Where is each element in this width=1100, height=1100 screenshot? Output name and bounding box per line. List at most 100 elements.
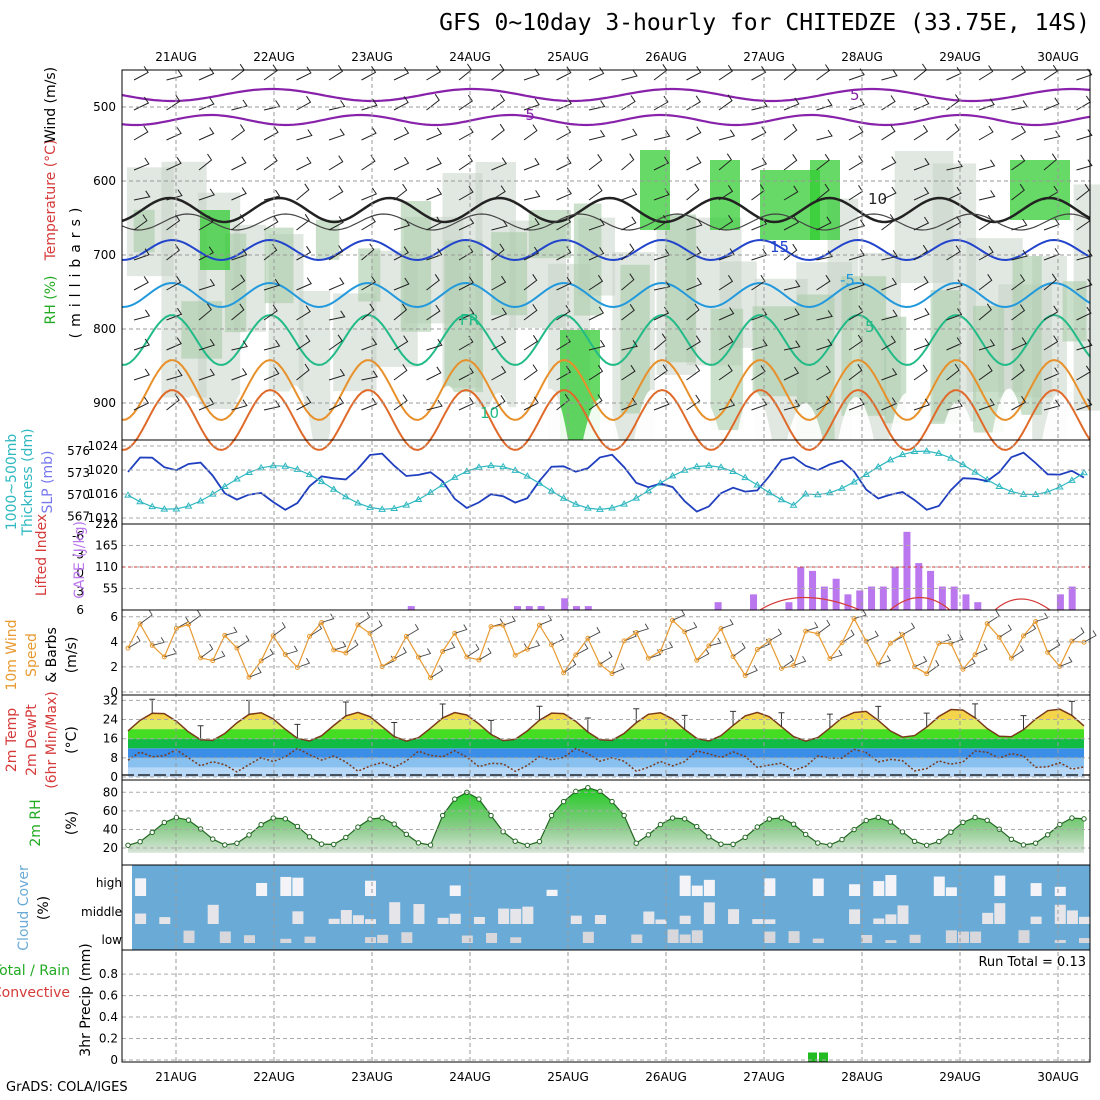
wind-barb — [361, 275, 377, 291]
thickness-tick-label: 573 — [67, 466, 90, 480]
wind-barb — [816, 395, 832, 411]
wind-barb — [881, 186, 897, 201]
wind-barb — [1011, 183, 1025, 201]
rh-point — [609, 798, 615, 805]
cape-tick-label: 165 — [95, 539, 118, 553]
wind-barb — [263, 189, 281, 201]
wind-barb — [621, 95, 636, 111]
wind-barb — [881, 368, 898, 381]
wind-barb — [913, 97, 930, 111]
wind-barb — [176, 616, 190, 629]
date-label-bottom: 21AUG — [155, 1070, 197, 1084]
thickness-point — [124, 491, 132, 498]
temp-line — [127, 708, 1085, 742]
wind-barb — [556, 393, 570, 411]
wind-barb — [914, 655, 928, 668]
wind-barb — [231, 214, 245, 231]
wind-barb — [212, 650, 226, 662]
wind-barb — [426, 248, 443, 261]
rh-point — [1032, 840, 1039, 846]
wind-barb — [491, 157, 507, 171]
wind-barb — [361, 154, 376, 171]
dry-column — [838, 396, 874, 440]
temp-minmax — [681, 714, 688, 730]
cape-tick-label: 220 — [95, 517, 118, 531]
wind-barb — [426, 216, 442, 231]
wind-barb — [458, 397, 475, 411]
wind-barb — [198, 188, 215, 201]
wind-barb — [393, 66, 410, 81]
temp-contour-10 — [121, 281, 1091, 309]
wind-barb — [133, 157, 150, 171]
rh-tick-label: 20 — [103, 841, 118, 855]
wind-barb — [946, 123, 960, 141]
dry-column — [532, 388, 568, 440]
wind-barb — [950, 634, 964, 644]
rh-point — [137, 838, 143, 845]
cloud-bar — [812, 938, 824, 943]
wind-barb — [848, 397, 865, 411]
thickness-point — [704, 461, 713, 469]
wind-barb — [523, 364, 538, 381]
rh-point — [149, 829, 155, 836]
wind-barb — [636, 623, 649, 633]
date-label-top: 24AUG — [449, 50, 491, 64]
thickness-point — [487, 461, 495, 469]
wind-barb — [1011, 249, 1028, 261]
wind-barb — [881, 397, 897, 411]
temp-minmax — [149, 698, 156, 714]
cloud-bar — [486, 932, 498, 943]
rh-point — [476, 796, 482, 802]
date-label-bottom: 29AUG — [939, 1070, 981, 1084]
wind-barb — [263, 304, 278, 321]
cape-bar — [525, 606, 533, 610]
wind-barb — [1011, 645, 1024, 659]
wind-barb — [848, 155, 864, 171]
wind-barb — [1043, 273, 1057, 291]
wind-barb — [621, 216, 637, 231]
cloud-bar — [365, 937, 377, 943]
temp-band — [128, 738, 1084, 749]
wind-barb — [902, 622, 916, 636]
wind-barb — [816, 338, 833, 351]
wind-barb — [816, 216, 832, 231]
wind-barb — [621, 243, 635, 261]
cape-bar — [1056, 594, 1064, 610]
wind-panel-label: Speed — [24, 633, 40, 677]
panel-frame — [121, 439, 1091, 525]
wind-barb — [783, 308, 800, 321]
wind-barb — [718, 275, 734, 291]
wind-barb — [621, 340, 638, 351]
rh-point — [802, 831, 809, 838]
wind-barb — [718, 215, 734, 231]
wind-barb — [231, 124, 246, 141]
wind-barb — [1076, 159, 1093, 171]
cloud-bar — [957, 931, 969, 943]
rh-point — [1081, 816, 1087, 822]
wind-barb — [491, 275, 507, 291]
wind-barb — [442, 642, 456, 652]
rh-point — [185, 817, 192, 823]
cloud-bar — [873, 918, 885, 924]
wind-barb — [946, 186, 962, 201]
slp-tick-label: 1012 — [87, 511, 118, 525]
cloud-bar — [582, 931, 594, 943]
run-total-label: Run Total = 0.13 — [978, 955, 1086, 970]
wind-barb — [296, 334, 311, 351]
li-tick-label: 0 — [76, 566, 84, 580]
temp-minmax — [488, 719, 495, 735]
wind-tick-label: 4 — [110, 635, 118, 649]
wind-barb — [491, 243, 505, 261]
wind-barb — [523, 157, 540, 171]
wind-barb — [426, 338, 443, 351]
wind-barb — [198, 397, 215, 411]
wind-barb — [769, 628, 782, 642]
temp-panel-label: (6hr Min/Max) — [44, 691, 60, 788]
cloud-bar — [546, 889, 558, 896]
cloud-bar — [679, 915, 691, 924]
rh-point — [161, 819, 168, 826]
wind-barb — [523, 335, 539, 351]
wind-barb — [841, 629, 855, 644]
wind-barb — [817, 619, 831, 635]
wind-barb — [946, 279, 963, 291]
